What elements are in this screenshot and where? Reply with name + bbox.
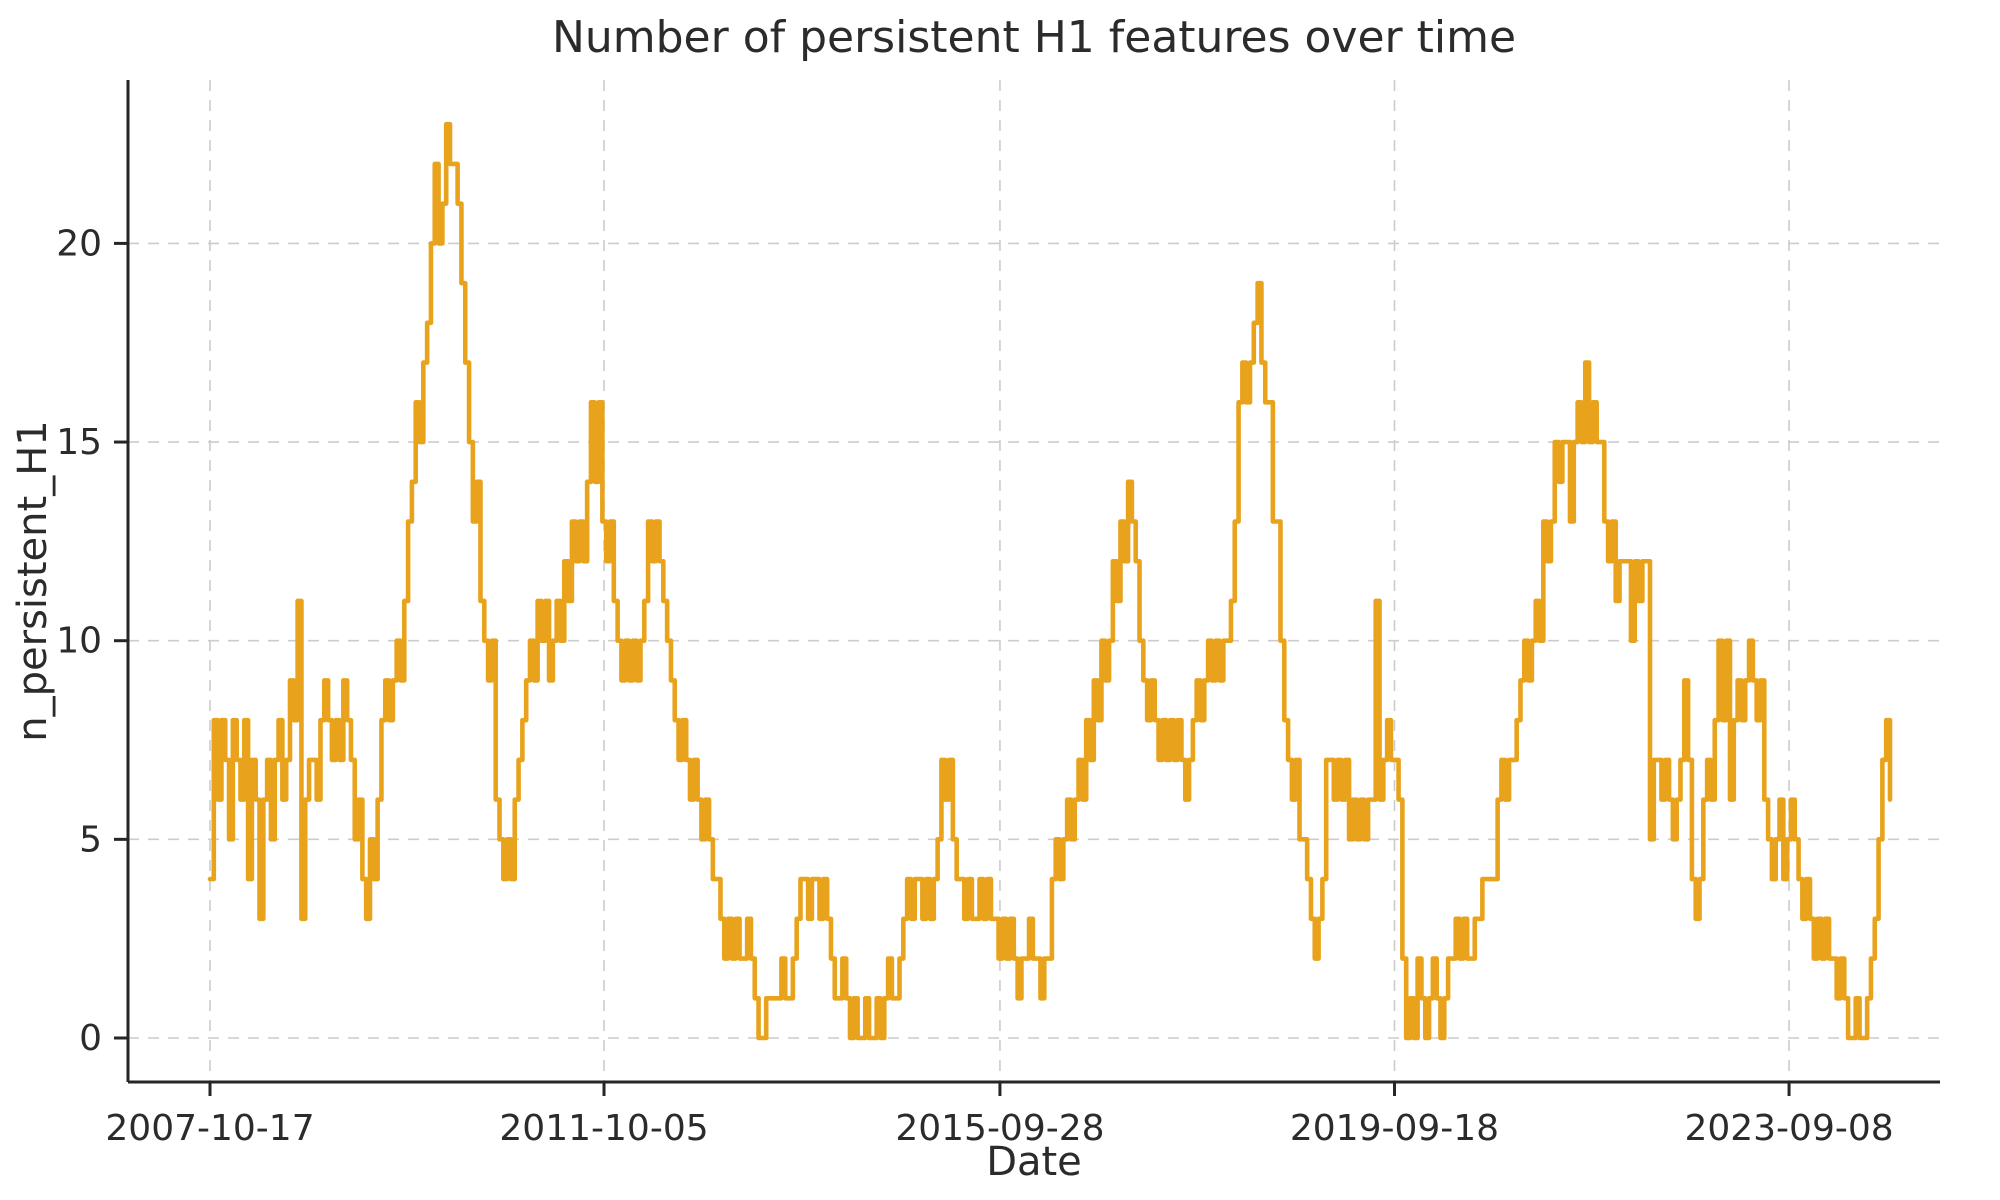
x-tick-label: 2023-09-08 bbox=[1684, 1108, 1893, 1149]
x-tick-label: 2007-10-17 bbox=[105, 1108, 314, 1149]
y-tick-label: 15 bbox=[56, 422, 102, 463]
y-tick-label: 0 bbox=[79, 1018, 102, 1059]
x-tick-label: 2011-10-05 bbox=[499, 1108, 708, 1149]
x-tick-label: 2019-09-18 bbox=[1290, 1108, 1499, 1149]
y-tick-label: 20 bbox=[56, 223, 102, 264]
x-tick-label: 2015-09-28 bbox=[895, 1108, 1104, 1149]
series-line bbox=[207, 121, 1893, 1041]
x-axis-label: Date bbox=[986, 1139, 1082, 1185]
y-axis-label: n_persistent_H1 bbox=[10, 420, 56, 741]
y-tick-label: 10 bbox=[56, 621, 102, 662]
chart-title: Number of persistent H1 features over ti… bbox=[552, 12, 1516, 63]
y-tick-label: 5 bbox=[79, 819, 102, 860]
